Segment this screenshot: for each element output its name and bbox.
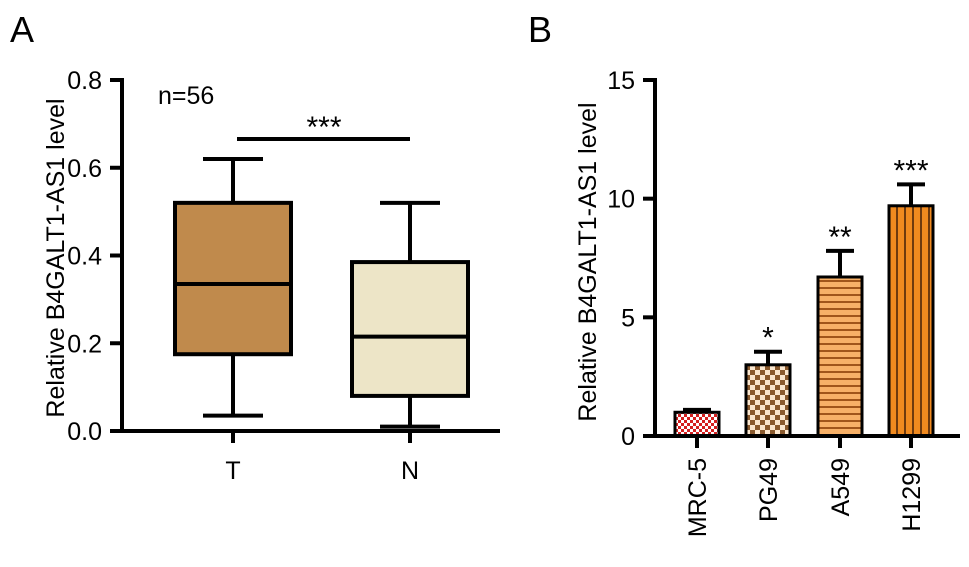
y-tick-label: 15: [607, 67, 635, 95]
x-tick-label: PG49: [755, 458, 783, 522]
bar: [816, 275, 864, 438]
bar: [673, 410, 721, 438]
panel-b-x-tick-labels: MRC-5 PG49 A549 H1299: [684, 458, 926, 537]
y-tick-label: 0.6: [67, 155, 102, 183]
y-tick-label: 10: [607, 186, 635, 214]
panel-a-y-ticks: 0.0 0.2 0.4 0.6 0.8: [67, 67, 122, 446]
bar: [744, 363, 792, 438]
panel-a-letter: A: [10, 9, 34, 50]
significance-stars: *: [762, 322, 774, 355]
x-tick-label: A549: [827, 458, 855, 516]
box-iqr: [173, 200, 293, 357]
box-iqr: [350, 260, 470, 398]
panel-a-boxes: [173, 156, 470, 429]
panel-b-bars: ******: [673, 154, 935, 438]
n-label: n=56: [158, 82, 214, 110]
significance-stars: **: [828, 221, 852, 254]
y-tick-label: 0.0: [67, 418, 102, 446]
significance-stars: ***: [306, 111, 341, 144]
x-tick-label: H1299: [898, 458, 926, 532]
bar-MRC-5: [673, 407, 721, 438]
x-tick-label: MRC-5: [684, 458, 712, 537]
box-N: [350, 200, 470, 429]
panel-b-axes: [653, 78, 960, 448]
y-tick-label: 0.8: [67, 67, 102, 95]
panel-b-y-ticks: 0 5 10 15: [607, 67, 655, 451]
y-tick-label: 0.4: [67, 243, 102, 271]
x-tick-label: T: [225, 457, 240, 485]
bar-PG49: *: [744, 322, 792, 438]
box-T: [173, 156, 293, 418]
y-tick-label: 0.2: [67, 330, 102, 358]
y-tick-label: 5: [621, 304, 635, 332]
x-tick-label: N: [401, 457, 419, 485]
panel-a-axes: [120, 78, 500, 443]
y-tick-label: 0: [621, 423, 635, 451]
bar-A549: **: [816, 221, 864, 438]
bar: [887, 204, 935, 438]
panel-b-y-axis-label: Relative B4GALT1-AS1 level: [574, 102, 602, 421]
panel-a-y-axis-label: Relative B4GALT1-AS1 level: [42, 98, 70, 417]
significance-stars: ***: [893, 154, 928, 187]
panel-b-letter: B: [528, 9, 552, 50]
panel-a-boxplot: A Relative B4GALT1-AS1 level 0.00.20.40.…: [10, 9, 500, 485]
bar-H1299: ***: [887, 154, 935, 438]
